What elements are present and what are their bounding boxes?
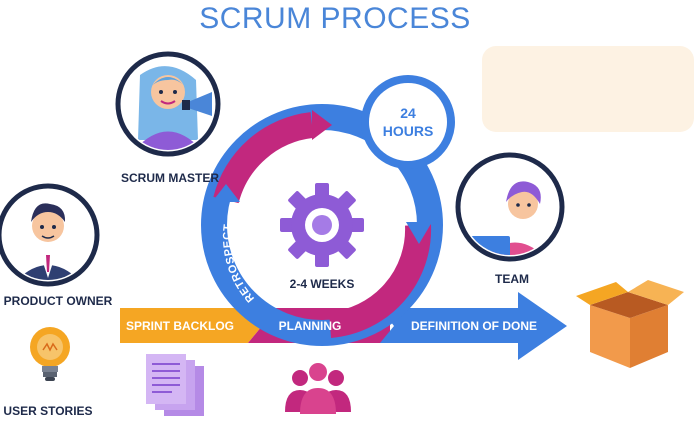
- team-avatar: [455, 152, 565, 262]
- note-box: [482, 46, 694, 132]
- product-owner-avatar: [0, 183, 100, 287]
- cycle-arrowhead-3: [212, 184, 240, 202]
- cycle-arrowhead-1: [312, 110, 332, 140]
- gear-icon: [280, 183, 364, 267]
- documents-icon: [146, 354, 204, 416]
- scrum-master-label: SCRUM MASTER: [121, 171, 219, 185]
- page-title: SCRUM PROCESS: [199, 2, 471, 35]
- review-segment: [213, 112, 314, 204]
- daily-cycle: 24 HOURS: [361, 75, 455, 169]
- daily-hours-unit: HOURS: [383, 123, 434, 139]
- flow-arrow-blue: [380, 292, 567, 360]
- planning-segment: [328, 224, 432, 338]
- sprint-cycle: [201, 104, 443, 346]
- box-icon: [576, 280, 684, 368]
- lightbulb-icon: [30, 327, 70, 381]
- team-group-icon: [285, 363, 351, 414]
- megaphone-icon: [182, 92, 212, 116]
- daily-hours-number: 24: [400, 105, 416, 121]
- cycle-arrowhead-2: [406, 222, 432, 244]
- product-owner-label: PRODUCT OWNER: [4, 294, 113, 308]
- flow-arrow-orange: [120, 308, 262, 343]
- user-stories-label: USER STORIES: [3, 404, 92, 418]
- definition-of-done-label: DEFINITION OF DONE: [411, 319, 537, 333]
- team-label: TEAM: [495, 272, 529, 286]
- sprint-length-label: 2-4 WEEKS: [290, 277, 355, 291]
- scrum-master-avatar: [115, 51, 221, 157]
- sprint-backlog-label: SPRINT BACKLOG: [126, 319, 234, 333]
- planning-label: PLANNING: [279, 319, 342, 333]
